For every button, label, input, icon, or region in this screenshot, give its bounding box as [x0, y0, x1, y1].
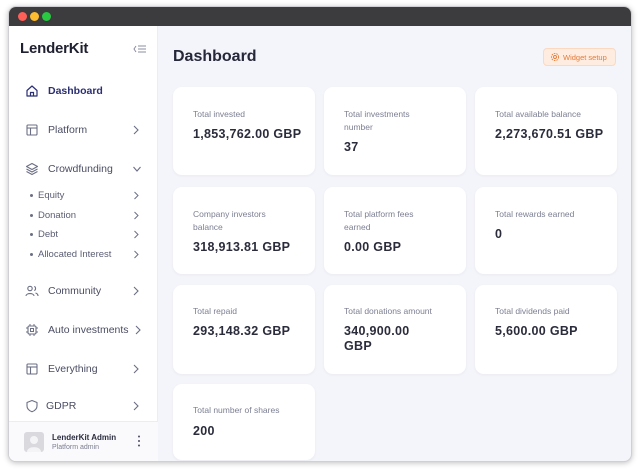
maximize-window-button[interactable]: [42, 12, 51, 21]
user-name: LenderKit Admin: [52, 433, 117, 442]
sidebar-item-gdpr[interactable]: GDPR: [9, 395, 158, 419]
collapse-sidebar-icon[interactable]: [133, 44, 147, 54]
close-window-button[interactable]: [18, 12, 27, 21]
stat-value: 2,273,670.51 GBP: [495, 127, 604, 141]
stat-card-total-donations-amount: Total donations amount 340,900.00 GBP: [324, 285, 466, 374]
layout-icon: [26, 124, 38, 136]
chevron-right-icon: [133, 401, 139, 411]
stat-card-total-invested: Total invested 1,853,762.00 GBP: [173, 87, 315, 175]
sidebar-subitem-label: Donation: [38, 210, 77, 221]
stat-label: Company investors balance: [193, 209, 266, 232]
sidebar-subitem-equity[interactable]: Equity: [9, 187, 158, 205]
stat-card-total-number-of-shares: Total number of shares 200: [173, 384, 315, 460]
chevron-right-icon: [133, 286, 139, 296]
chevron-down-icon: [133, 166, 141, 172]
layout-icon: [26, 363, 38, 375]
stat-value: 318,913.81 GBP: [193, 240, 291, 254]
stat-value: 0: [495, 227, 503, 241]
stat-card-total-repaid: Total repaid 293,148.32 GBP: [173, 285, 315, 374]
sidebar-item-label: Everything: [48, 363, 98, 375]
bullet: [30, 233, 33, 236]
user-profile[interactable]: LenderKit Admin Platform admin: [9, 421, 158, 461]
sidebar-item-label: GDPR: [46, 400, 77, 412]
sidebar-item-label: Platform: [48, 124, 88, 136]
stat-value: 5,600.00 GBP: [495, 324, 578, 338]
main-content: Dashboard Widget setup Total invested 1,…: [158, 26, 631, 461]
bullet: [30, 253, 33, 256]
sidebar-item-auto-investments[interactable]: Auto investments: [9, 319, 158, 343]
stat-card-total-dividends-paid: Total dividends paid 5,600.00 GBP: [475, 285, 617, 374]
sidebar-item-label: Auto investments: [48, 324, 129, 336]
stat-card-total-investments-number: Total investments number 37: [324, 87, 466, 175]
sidebar-subitem-label: Equity: [38, 190, 65, 201]
bullet: [30, 194, 33, 197]
sidebar-subitem-debt[interactable]: Debt: [9, 226, 158, 244]
page-title: Dashboard: [173, 48, 257, 65]
stat-value: 0.00 GBP: [344, 240, 402, 254]
layers-icon: [25, 162, 39, 176]
sidebar-item-community[interactable]: Community: [9, 280, 158, 304]
stat-label: Total repaid: [193, 306, 237, 316]
stat-label: Total dividends paid: [495, 306, 570, 316]
user-role: Platform admin: [52, 444, 100, 451]
sidebar-item-label: Dashboard: [48, 85, 103, 97]
stat-value: 1,853,762.00 GBP: [193, 127, 302, 141]
sidebar-subitem-allocated-interest[interactable]: Allocated Interest: [9, 246, 158, 264]
gear-icon: [550, 52, 560, 62]
chevron-right-icon: [134, 191, 139, 200]
stat-label: Total investments number: [344, 109, 410, 132]
chevron-right-icon: [134, 211, 139, 220]
stat-card-total-rewards-earned: Total rewards earned 0: [475, 187, 617, 274]
sidebar: LenderKit Dashboard Platform: [9, 26, 158, 461]
window-titlebar: [9, 7, 631, 26]
stat-label: Total invested: [193, 109, 245, 119]
users-icon: [25, 285, 39, 297]
stat-value: 37: [344, 140, 359, 154]
avatar: [24, 432, 44, 452]
sidebar-item-dashboard[interactable]: Dashboard: [9, 80, 158, 104]
stat-value: 200: [193, 424, 215, 438]
stat-label: Total donations amount: [344, 306, 432, 316]
sidebar-item-label: Crowdfunding: [48, 163, 113, 175]
widget-setup-button[interactable]: Widget setup: [543, 48, 616, 66]
stat-card-total-available-balance: Total available balance 2,273,670.51 GBP: [475, 87, 617, 175]
sidebar-item-crowdfunding[interactable]: Crowdfunding: [9, 158, 158, 182]
shield-icon: [26, 399, 38, 413]
sidebar-item-everything[interactable]: Everything: [9, 358, 158, 382]
sidebar-item-label: Community: [48, 285, 102, 297]
more-options-icon[interactable]: [136, 434, 142, 448]
stat-label: Total available balance: [495, 109, 582, 119]
app-logo[interactable]: LenderKit: [20, 40, 89, 57]
stat-value: 293,148.32 GBP: [193, 324, 291, 338]
stat-label: Total rewards earned: [495, 209, 575, 219]
chevron-right-icon: [135, 325, 141, 335]
stat-label: Total platform fees earned: [344, 209, 414, 232]
chevron-right-icon: [133, 125, 139, 135]
cpu-icon: [26, 324, 38, 336]
sidebar-item-platform[interactable]: Platform: [9, 119, 158, 143]
sidebar-subitem-donation[interactable]: Donation: [9, 207, 158, 225]
minimize-window-button[interactable]: [30, 12, 39, 21]
chevron-right-icon: [134, 250, 139, 259]
stat-card-total-platform-fees-earned: Total platform fees earned 0.00 GBP: [324, 187, 466, 274]
sidebar-subitem-label: Debt: [38, 229, 59, 240]
sidebar-subitem-label: Allocated Interest: [38, 249, 112, 260]
app-window: LenderKit Dashboard Platform: [8, 6, 632, 462]
widget-setup-label: Widget setup: [563, 53, 607, 62]
bullet: [30, 214, 33, 217]
chevron-right-icon: [134, 230, 139, 239]
home-icon: [26, 85, 38, 97]
stat-card-company-investors-balance: Company investors balance 318,913.81 GBP: [173, 187, 315, 274]
stat-value: 340,900.00 GBP: [344, 324, 410, 353]
chevron-right-icon: [133, 364, 139, 374]
stat-label: Total number of shares: [193, 405, 280, 415]
